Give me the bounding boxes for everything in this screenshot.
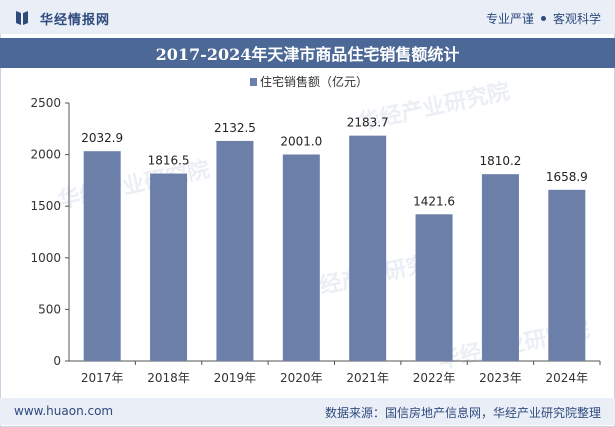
bar-2017年	[83, 151, 121, 361]
x-tick-label: 2024年	[546, 371, 589, 385]
header-bar: 华经情报网 专业严谨 客观科学	[0, 0, 615, 34]
footer-url[interactable]: www.huaon.com	[14, 404, 114, 418]
data-label: 1816.5	[148, 154, 190, 168]
y-tick-label: 1000	[30, 251, 61, 265]
x-tick-label: 2020年	[280, 371, 323, 385]
x-tick-label: 2023年	[479, 371, 522, 385]
brand-logo-icon	[16, 11, 28, 25]
header-tags: 专业严谨 客观科学	[486, 10, 601, 27]
bar-2020年	[282, 154, 320, 361]
data-label: 2032.9	[81, 131, 123, 145]
bar-2021年	[349, 135, 387, 361]
title-bar: 2017-2024年天津市商品住宅销售额统计	[0, 38, 615, 68]
separator-dot-icon	[540, 16, 546, 21]
data-label: 1810.2	[479, 154, 521, 168]
bar-chart: 华经产业研究院华经产业研究院华经产业研究院华经产业研究院住宅销售额（亿元）050…	[30, 74, 601, 385]
brand[interactable]: 华经情报网	[14, 9, 111, 28]
bar-2022年	[415, 214, 453, 361]
data-label: 2183.7	[347, 116, 389, 130]
bar-2024年	[548, 189, 586, 361]
x-tick-label: 2022年	[413, 371, 456, 385]
x-tick-label: 2018年	[147, 371, 190, 385]
data-label: 2001.0	[280, 134, 322, 148]
chart-title: 2017-2024年天津市商品住宅销售额统计	[155, 45, 460, 64]
x-tick-label: 2021年	[346, 371, 389, 385]
data-label: 2132.5	[214, 121, 256, 135]
brand-name: 华经情报网	[40, 12, 111, 28]
data-label: 1658.9	[546, 170, 588, 184]
bar-2018年	[150, 173, 188, 361]
footer-source: 数据来源：国信房地产信息网，华经产业研究院整理	[324, 406, 601, 420]
y-tick-label: 2500	[30, 96, 61, 110]
bar-2023年	[481, 174, 519, 361]
tag-objective: 客观科学	[552, 12, 601, 26]
x-tick-label: 2017年	[81, 371, 124, 385]
tag-professional: 专业严谨	[485, 12, 534, 26]
y-tick-label: 1500	[30, 199, 61, 213]
legend-swatch	[250, 78, 257, 86]
bar-2019年	[216, 140, 254, 361]
legend-label: 住宅销售额（亿元）	[260, 74, 368, 89]
data-label: 1421.6	[413, 194, 455, 208]
footer-bar: www.huaon.com 数据来源：国信房地产信息网，华经产业研究院整理	[0, 398, 615, 425]
y-tick-label: 2000	[30, 148, 61, 162]
x-tick-label: 2019年	[214, 371, 257, 385]
y-tick-label: 0	[53, 354, 61, 368]
y-tick-label: 500	[38, 302, 61, 316]
